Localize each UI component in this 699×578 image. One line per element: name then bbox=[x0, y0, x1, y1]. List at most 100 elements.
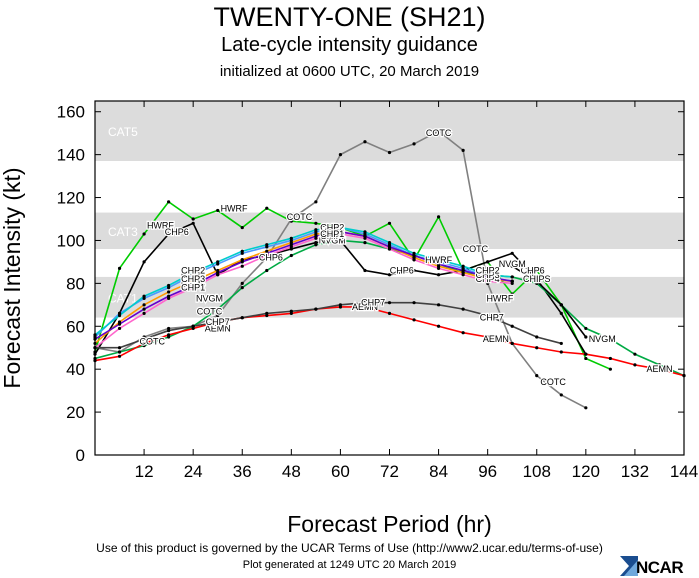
series-label: HWRF bbox=[147, 220, 174, 230]
data-point bbox=[363, 301, 367, 305]
data-point bbox=[412, 142, 416, 146]
data-point bbox=[338, 153, 343, 157]
series-label: CHIPS bbox=[523, 274, 551, 284]
data-point bbox=[387, 311, 392, 315]
data-point bbox=[142, 260, 146, 264]
data-point bbox=[265, 268, 269, 273]
series-label: CHP4 bbox=[181, 278, 205, 288]
series-label: AEMN bbox=[205, 323, 231, 333]
data-point bbox=[142, 311, 146, 315]
data-point bbox=[535, 268, 539, 273]
series-label: CHP7 bbox=[206, 317, 230, 327]
data-point bbox=[363, 241, 367, 245]
series-label: AEMN bbox=[646, 364, 672, 374]
series-line-chp7 bbox=[95, 301, 562, 349]
series-label: CHP2 bbox=[181, 265, 205, 275]
x-tick-label: 120 bbox=[572, 462, 600, 481]
x-axis-label: Forecast Period (hr) bbox=[287, 511, 492, 537]
data-point bbox=[314, 228, 318, 232]
series-label: NVGM bbox=[319, 235, 346, 245]
data-point bbox=[338, 225, 343, 230]
data-point bbox=[289, 219, 293, 223]
data-point bbox=[363, 268, 367, 273]
series-label: COTC bbox=[540, 377, 566, 387]
series-label: COTC bbox=[287, 212, 313, 222]
series-label: CHP1 bbox=[320, 229, 344, 239]
category-band-label: CAT5 bbox=[108, 125, 138, 139]
x-tick-label: 48 bbox=[282, 462, 301, 481]
data-point bbox=[240, 249, 244, 253]
data-point bbox=[461, 331, 465, 335]
data-point bbox=[338, 238, 343, 243]
data-point bbox=[117, 326, 122, 331]
data-point bbox=[559, 393, 563, 397]
data-point bbox=[510, 341, 514, 346]
y-axis-label: Forecast Intensity (kt) bbox=[0, 167, 25, 388]
data-point bbox=[289, 243, 293, 247]
series-label: CHP6 bbox=[259, 253, 283, 263]
y-tick-label: 60 bbox=[66, 317, 85, 336]
data-point bbox=[338, 230, 343, 234]
data-point bbox=[314, 200, 318, 204]
data-point bbox=[314, 307, 318, 311]
data-point bbox=[216, 307, 220, 311]
data-point bbox=[142, 303, 146, 307]
data-point bbox=[461, 148, 465, 152]
series-label: COTC bbox=[463, 244, 489, 254]
y-tick-label: 120 bbox=[57, 189, 85, 208]
series-points bbox=[93, 129, 686, 410]
x-tick-label: 12 bbox=[135, 462, 154, 481]
y-tick-label: 20 bbox=[66, 403, 85, 422]
data-point bbox=[486, 335, 490, 339]
x-tick-label: 60 bbox=[331, 462, 350, 481]
data-point bbox=[142, 337, 146, 341]
data-point bbox=[167, 283, 171, 288]
data-point bbox=[142, 307, 146, 311]
data-point bbox=[535, 279, 539, 283]
data-point bbox=[510, 292, 514, 296]
axes: 12 24 36 48 60 72 84 96 108 120 132 144 0 20 40 60 80 100… bbox=[0, 100, 698, 537]
series-label: CHP6 bbox=[521, 265, 545, 275]
data-point bbox=[240, 316, 244, 320]
data-point bbox=[117, 322, 122, 326]
data-point bbox=[387, 301, 392, 305]
data-point bbox=[265, 206, 269, 210]
data-point bbox=[314, 221, 318, 225]
series-label: HWRF bbox=[486, 293, 513, 303]
data-point bbox=[387, 273, 392, 277]
data-point bbox=[167, 232, 171, 236]
generated-time-text: Plot generated at 1249 UTC 20 March 2019 bbox=[242, 559, 457, 571]
chart-subtitle: Late-cycle intensity guidance bbox=[221, 34, 478, 56]
data-point bbox=[510, 324, 514, 328]
x-tick-label: 24 bbox=[184, 462, 203, 481]
y-tick-label: 80 bbox=[66, 274, 85, 293]
data-point bbox=[584, 406, 588, 410]
data-point bbox=[117, 346, 122, 350]
y-tick-label: 140 bbox=[57, 146, 85, 165]
data-point bbox=[167, 328, 171, 333]
data-point bbox=[191, 221, 195, 225]
series-line-hwrf bbox=[94, 200, 611, 370]
data-point bbox=[191, 324, 195, 328]
data-point bbox=[314, 243, 318, 247]
data-point bbox=[584, 335, 588, 339]
data-point bbox=[265, 243, 269, 247]
data-point bbox=[167, 200, 171, 204]
category-band bbox=[95, 276, 684, 318]
data-point bbox=[289, 309, 293, 313]
series-line-chp4 bbox=[94, 233, 513, 349]
category-band-label: CAT4 bbox=[108, 181, 138, 195]
data-point bbox=[240, 264, 244, 268]
series-label: CHP4 bbox=[476, 274, 500, 284]
init-time-label: initialized at 0600 UTC, 20 March 2019 bbox=[219, 63, 480, 80]
y-tick-label: 100 bbox=[57, 231, 85, 250]
x-tick-label: 36 bbox=[233, 462, 252, 481]
data-point bbox=[436, 215, 441, 219]
data-point bbox=[191, 283, 195, 288]
data-point bbox=[216, 320, 220, 324]
x-tick-label: 84 bbox=[429, 462, 448, 481]
data-point bbox=[608, 367, 612, 371]
data-point bbox=[510, 264, 514, 268]
data-point bbox=[191, 217, 195, 221]
